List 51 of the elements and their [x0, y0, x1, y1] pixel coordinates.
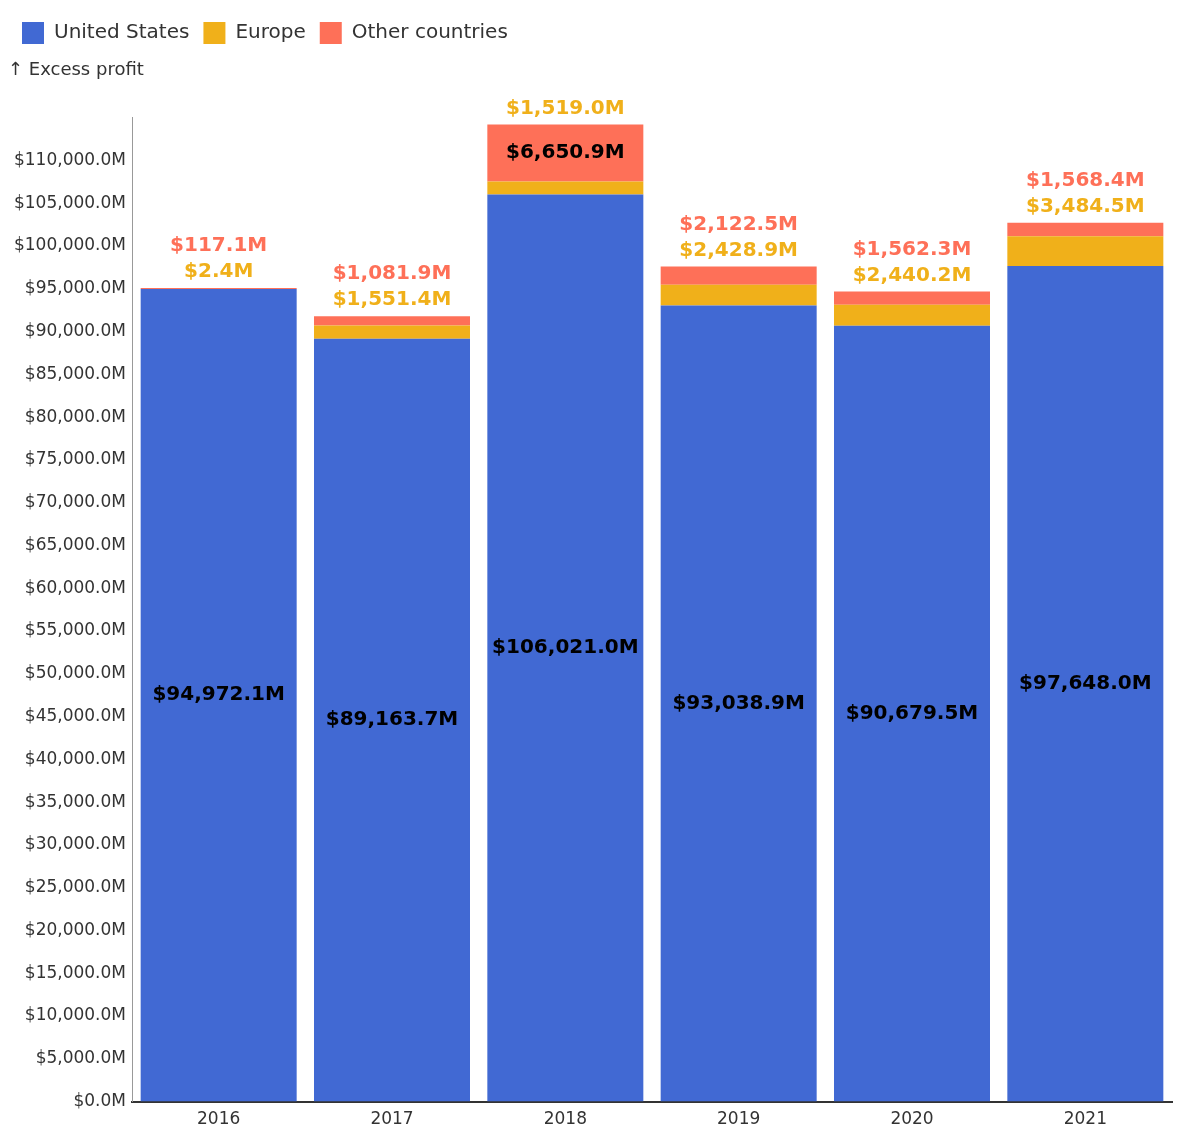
data-label: $2,122.5M: [679, 210, 798, 235]
y-tick-label: $90,000.0M: [24, 319, 126, 340]
data-label: $89,163.7M: [325, 706, 459, 731]
y-tick-label: $85,000.0M: [24, 362, 126, 383]
y-tick-label: $20,000.0M: [24, 918, 126, 939]
x-tick-label: 2019: [717, 1108, 761, 1129]
y-tick-label: $0.0M: [73, 1090, 126, 1111]
y-tick-label: $65,000.0M: [24, 533, 126, 554]
y-tick-label: $10,000.0M: [24, 1004, 126, 1025]
y-tick-label: $30,000.0M: [24, 833, 126, 854]
data-label: $106,021.0M: [492, 634, 639, 659]
data-label: $1,551.4M: [332, 286, 452, 311]
y-tick-label: $60,000.0M: [24, 576, 126, 597]
data-label: $1,562.3M: [852, 235, 972, 260]
legend-label: Other countries: [351, 19, 508, 44]
data-label: $2,428.9M: [679, 236, 798, 261]
x-tick-label: 2018: [543, 1108, 587, 1129]
y-tick-label: $5,000.0M: [35, 1047, 126, 1068]
x-tick-label: 2020: [890, 1108, 934, 1129]
y-tick-label: $40,000.0M: [24, 747, 126, 768]
legend-label: United States: [54, 19, 190, 44]
y-tick-label: $70,000.0M: [24, 491, 126, 512]
y-tick-label: $35,000.0M: [24, 790, 126, 811]
y-tick-label: $75,000.0M: [24, 448, 126, 469]
y-tick-label: $55,000.0M: [24, 619, 126, 640]
y-tick-label: $105,000.0M: [13, 191, 126, 212]
x-tick-label: 2017: [370, 1108, 414, 1129]
data-label: $94,972.1M: [152, 681, 285, 706]
x-tick-label: 2021: [1063, 1108, 1107, 1129]
y-tick-label: $110,000.0M: [13, 148, 126, 169]
data-label: $1,519.0M: [506, 94, 625, 119]
data-label: $3,484.5M: [1026, 193, 1145, 218]
data-label: $2.4M: [184, 258, 254, 283]
y-tick-label: $95,000.0M: [24, 277, 126, 298]
y-tick-label: $100,000.0M: [13, 234, 126, 255]
data-label: $97,648.0M: [1019, 670, 1152, 695]
data-label: $90,679.5M: [845, 699, 979, 724]
data-label: $93,038.9M: [672, 689, 805, 714]
data-label: $1,568.4M: [1026, 167, 1145, 192]
data-label: $1,081.9M: [332, 260, 452, 285]
y-axis-title: ↑ Excess profit: [8, 58, 144, 80]
data-label: $117.1M: [170, 232, 268, 257]
y-tick-label: $80,000.0M: [24, 405, 126, 426]
y-tick-label: $15,000.0M: [24, 961, 126, 982]
y-tick-label: $25,000.0M: [24, 876, 126, 897]
y-tick-label: $45,000.0M: [24, 704, 126, 725]
data-label: $6,650.9M: [506, 139, 625, 164]
data-label: $2,440.2M: [852, 261, 972, 286]
x-tick-label: 2016: [197, 1108, 241, 1129]
y-tick-label: $50,000.0M: [24, 662, 126, 683]
legend-label: Europe: [235, 19, 306, 44]
